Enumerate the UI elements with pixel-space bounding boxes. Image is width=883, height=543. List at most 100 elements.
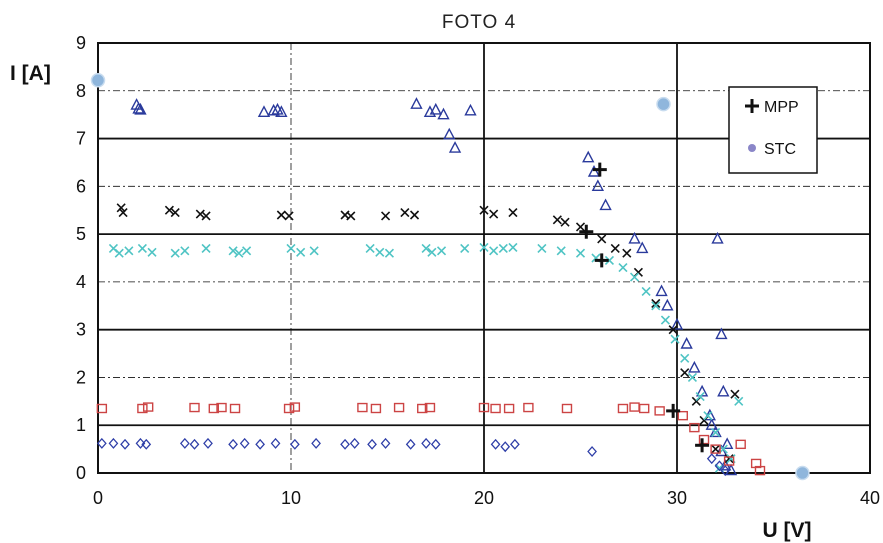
data-point xyxy=(443,127,456,140)
data-point xyxy=(417,403,428,414)
data-point xyxy=(135,437,146,449)
data-point xyxy=(429,102,442,115)
data-series xyxy=(90,73,810,481)
data-point xyxy=(346,211,356,221)
data-point xyxy=(195,209,205,219)
data-point xyxy=(680,368,690,378)
data-point xyxy=(617,403,629,414)
data-point xyxy=(610,243,620,254)
data-point xyxy=(638,403,650,414)
data-point xyxy=(311,437,321,449)
data-point xyxy=(286,243,296,254)
data-point xyxy=(270,437,281,449)
series-stc xyxy=(90,73,810,481)
data-point xyxy=(228,246,238,256)
data-point xyxy=(717,384,730,397)
data-point xyxy=(380,437,391,449)
y-tick-label: 6 xyxy=(76,176,86,196)
y-tick-label: 1 xyxy=(76,415,86,435)
data-point xyxy=(448,141,462,153)
data-point xyxy=(604,255,615,265)
data-point xyxy=(575,248,586,258)
data-point xyxy=(660,315,670,325)
legend-plus-glyph xyxy=(745,99,759,113)
data-point xyxy=(124,246,134,256)
data-point xyxy=(479,205,489,215)
y-tick-label: 2 xyxy=(76,367,86,387)
legend-mpp-label: MPP xyxy=(764,99,799,116)
grid xyxy=(98,43,870,473)
data-point xyxy=(575,222,586,232)
data-point xyxy=(296,247,306,257)
data-point xyxy=(711,231,724,244)
data-point xyxy=(234,248,244,258)
data-point xyxy=(118,208,128,218)
legend-box xyxy=(728,86,818,174)
data-point xyxy=(582,150,595,163)
data-point xyxy=(724,454,734,464)
series-diamond-4 xyxy=(96,437,731,477)
data-point xyxy=(666,403,681,418)
data-point xyxy=(698,434,710,445)
data-point xyxy=(142,402,154,412)
data-point xyxy=(137,403,148,414)
data-point xyxy=(677,410,688,421)
data-point xyxy=(715,327,728,340)
y-tick-label: 9 xyxy=(76,33,86,53)
data-point xyxy=(490,438,501,450)
data-point xyxy=(537,243,547,254)
legend-stc-label: STC xyxy=(764,141,796,158)
data-point xyxy=(628,231,641,244)
data-point xyxy=(381,211,391,221)
data-point xyxy=(134,102,147,115)
data-point xyxy=(289,438,300,450)
data-point xyxy=(201,211,211,221)
data-point xyxy=(711,444,721,454)
data-point xyxy=(556,246,566,256)
data-point xyxy=(714,460,725,472)
data-point xyxy=(275,105,288,117)
data-point xyxy=(349,437,360,449)
y-tick-label: 0 xyxy=(76,463,86,483)
y-axis-ticks: 0 1 2 3 4 5 6 7 8 9 xyxy=(76,33,86,483)
data-point xyxy=(723,456,735,466)
y-tick-label: 7 xyxy=(76,129,86,149)
data-point xyxy=(592,162,607,177)
data-point xyxy=(108,437,119,449)
data-point xyxy=(427,247,437,257)
x-tick-label: 40 xyxy=(860,488,880,508)
y-tick-label: 4 xyxy=(76,272,86,292)
data-point xyxy=(430,438,441,450)
data-point xyxy=(591,179,605,192)
data-point xyxy=(409,210,420,220)
data-point xyxy=(367,438,377,450)
data-point xyxy=(629,402,640,412)
data-point xyxy=(670,334,680,344)
data-point xyxy=(410,97,423,109)
data-point xyxy=(706,453,717,465)
data-point xyxy=(703,411,713,421)
data-point xyxy=(668,325,678,335)
series-x-2 xyxy=(108,242,744,473)
data-point xyxy=(552,215,562,225)
data-point xyxy=(561,403,573,414)
data-point xyxy=(228,438,238,450)
x-tick-label: 20 xyxy=(474,488,494,508)
data-point xyxy=(203,437,213,449)
data-point xyxy=(460,243,470,254)
data-point xyxy=(510,438,520,450)
data-point xyxy=(734,396,744,406)
data-point xyxy=(96,437,107,449)
data-point xyxy=(309,246,319,256)
data-point xyxy=(424,402,436,413)
data-point xyxy=(654,406,665,416)
data-point xyxy=(651,298,661,308)
chart-title: FOTO 4 xyxy=(442,12,516,33)
data-point xyxy=(720,465,731,477)
y-tick-label: 5 xyxy=(76,224,86,244)
x-tick-label: 0 xyxy=(93,488,103,508)
y-tick-label: 8 xyxy=(76,81,86,101)
data-point xyxy=(137,243,147,254)
data-point xyxy=(201,243,211,254)
data-point xyxy=(276,210,286,220)
